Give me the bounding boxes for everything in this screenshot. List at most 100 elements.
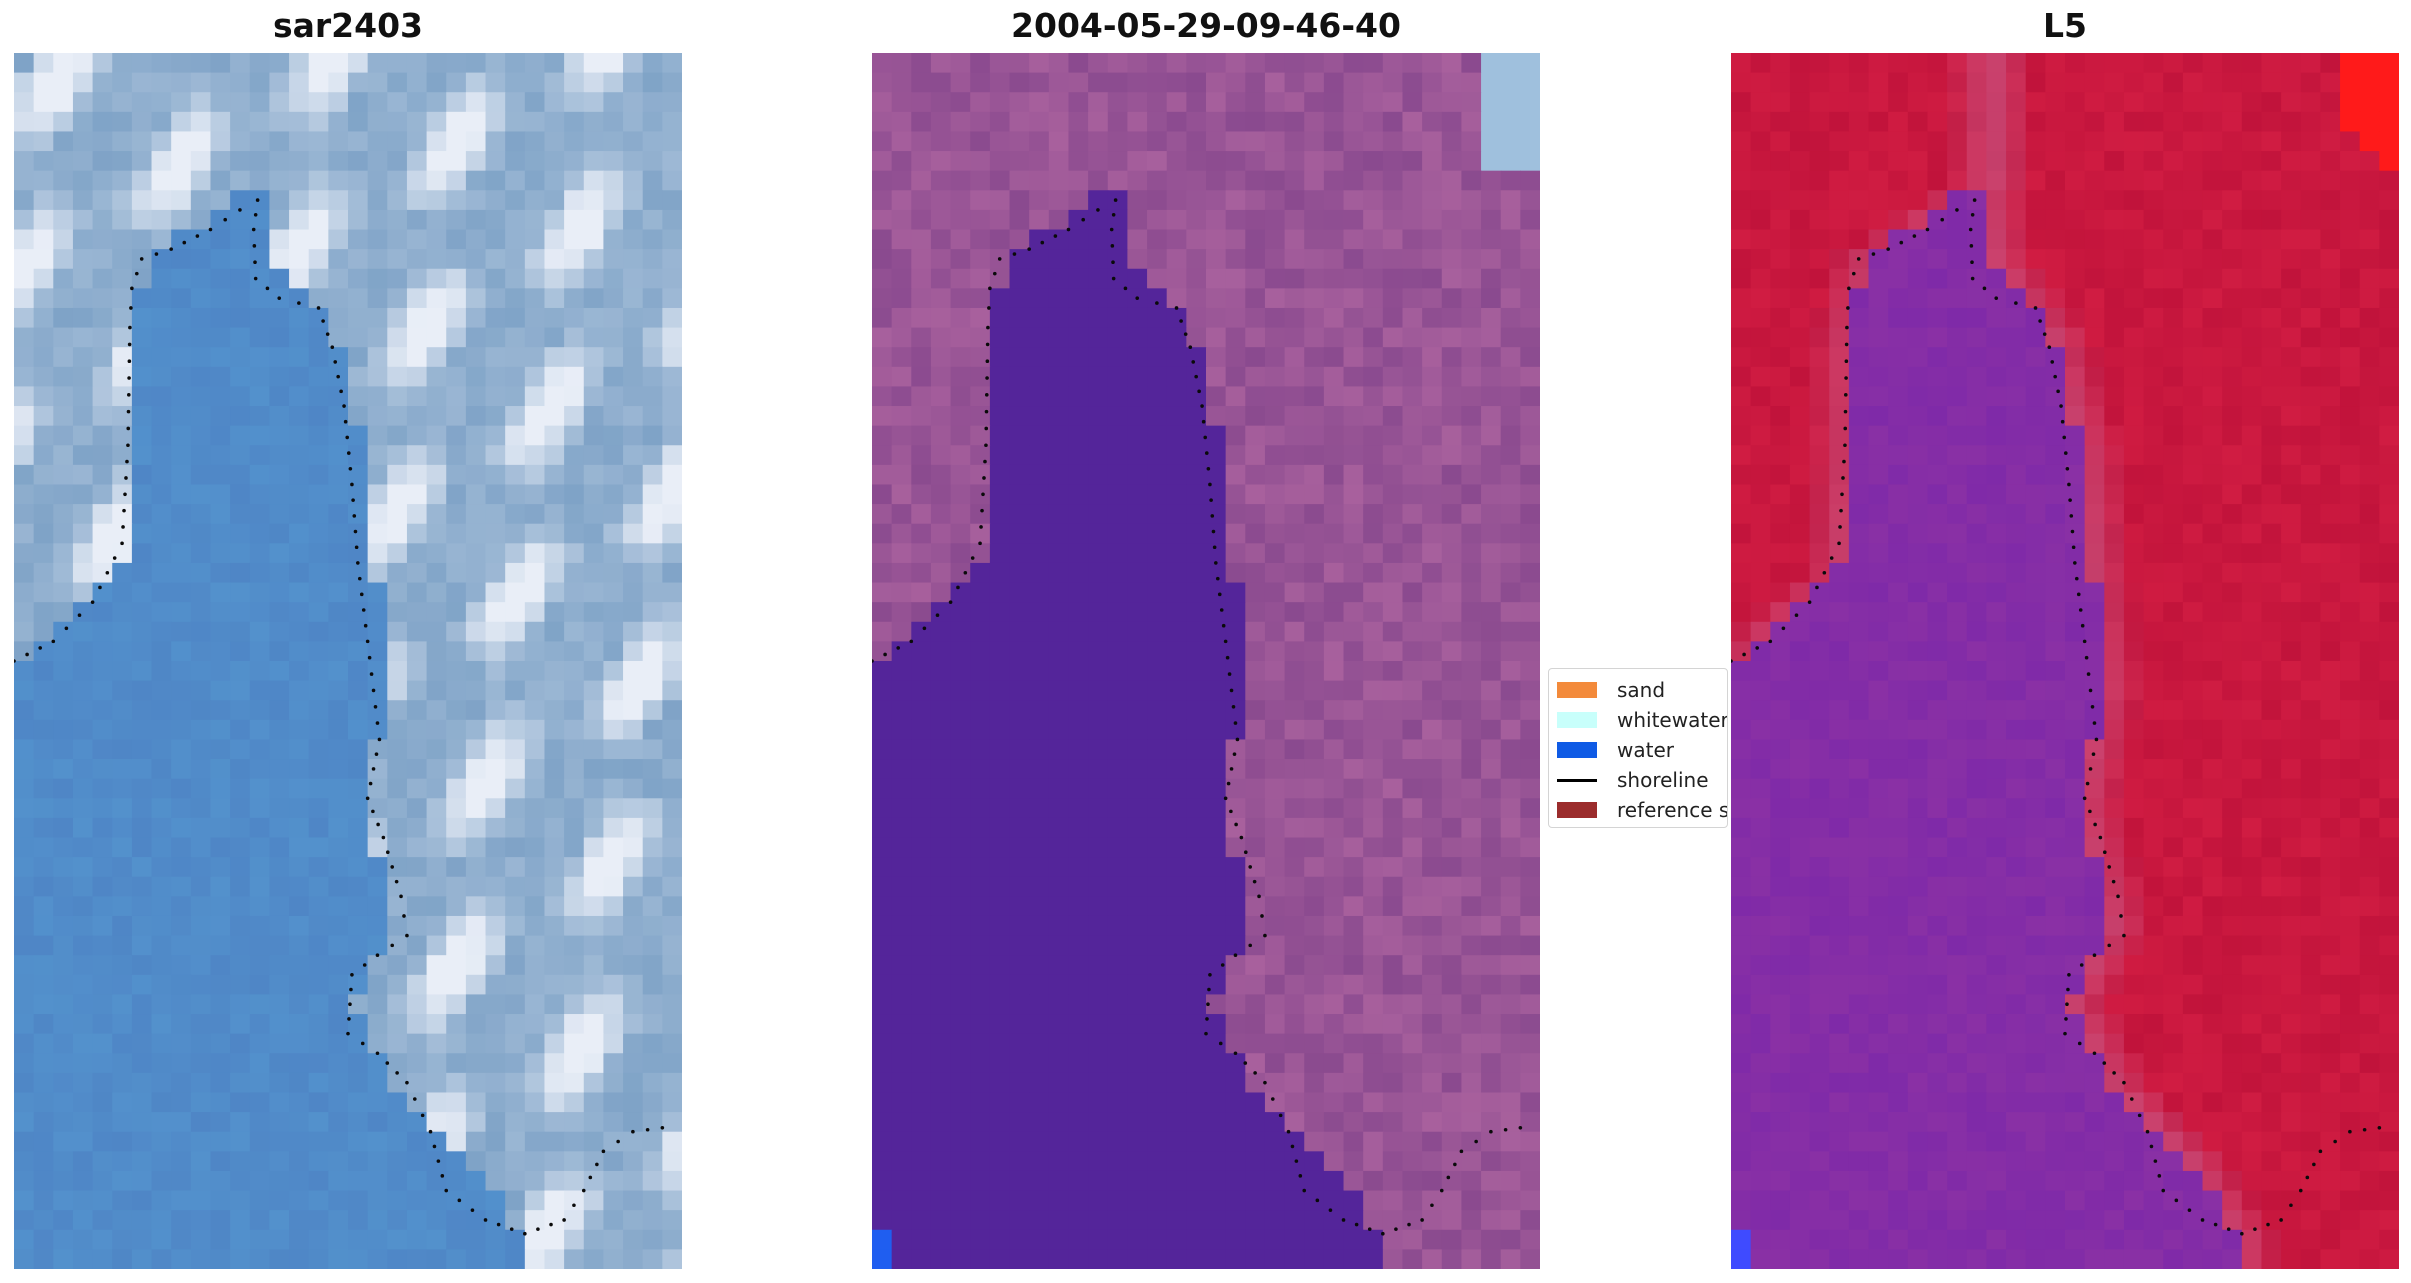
- pixel: [1343, 170, 1364, 191]
- pixel: [2222, 111, 2243, 133]
- pixel: [485, 209, 506, 231]
- pixel: [151, 857, 172, 878]
- shoreline-dot: [1197, 389, 1201, 394]
- pixel: [1186, 876, 1207, 897]
- pixel: [1986, 249, 2007, 270]
- pixel: [328, 504, 349, 525]
- pixel: [230, 974, 251, 996]
- pixel: [1225, 151, 1246, 172]
- pixel: [1461, 151, 1482, 172]
- pixel: [33, 445, 54, 466]
- shoreline-dot: [349, 987, 353, 992]
- pixel: [1520, 1092, 1540, 1113]
- pixel: [1731, 72, 1752, 93]
- pixel: [2340, 190, 2361, 211]
- pixel: [446, 719, 467, 741]
- pixel: [1888, 288, 1909, 309]
- pixel: [171, 1112, 192, 1133]
- pixel: [1323, 739, 1345, 760]
- pixel: [249, 288, 271, 309]
- pixel: [2025, 92, 2046, 113]
- pixel: [1907, 307, 1929, 329]
- pixel: [33, 425, 54, 446]
- pixel: [1402, 1131, 1423, 1152]
- pixel: [1868, 151, 1889, 172]
- pixel: [210, 680, 231, 701]
- pixel: [308, 484, 329, 505]
- pixel: [387, 896, 408, 917]
- pixel: [1441, 1190, 1463, 1211]
- pixel: [1829, 111, 1850, 133]
- pixel: [1088, 1072, 1109, 1094]
- pixel: [989, 190, 1011, 211]
- pixel: [1225, 406, 1246, 427]
- pixel: [1323, 190, 1345, 211]
- pixel: [1382, 641, 1404, 662]
- pixel: [1441, 53, 1463, 74]
- pixel: [662, 1249, 682, 1269]
- pixel: [544, 543, 565, 564]
- pixel: [1264, 504, 1286, 525]
- pixel: [989, 1131, 1011, 1152]
- pixel: [2006, 209, 2027, 231]
- pixel: [1127, 935, 1148, 956]
- pixel: [662, 974, 682, 996]
- pixel: [328, 1131, 349, 1152]
- pixel: [348, 876, 369, 897]
- pixel: [1441, 719, 1463, 741]
- pixel: [2123, 190, 2145, 211]
- pixel: [623, 759, 644, 780]
- pixel: [14, 935, 35, 956]
- pixel: [367, 307, 388, 329]
- pixel: [446, 1229, 467, 1250]
- pixel: [662, 1033, 682, 1054]
- pixel: [1461, 92, 1482, 113]
- pixel: [1323, 347, 1345, 368]
- pixel: [485, 896, 506, 917]
- pixel: [1048, 1092, 1070, 1113]
- pixel: [190, 92, 212, 113]
- pixel: [1009, 464, 1030, 486]
- pixel: [33, 1092, 54, 1113]
- pixel: [1068, 307, 1089, 329]
- pixel: [1029, 739, 1050, 760]
- pixel: [930, 661, 952, 682]
- pixel: [2281, 288, 2302, 309]
- pixel: [1520, 896, 1540, 917]
- pixel: [249, 1072, 271, 1094]
- pixel: [1927, 190, 1948, 211]
- pixel: [505, 151, 526, 172]
- pixel: [151, 543, 172, 564]
- pixel: [2104, 111, 2125, 133]
- pixel: [891, 209, 912, 231]
- pixel: [642, 484, 663, 505]
- pixel: [603, 857, 624, 878]
- pixel: [92, 621, 113, 642]
- pixel: [92, 1072, 113, 1094]
- pixel: [2182, 131, 2204, 152]
- pixel: [446, 288, 467, 309]
- pixel: [269, 896, 290, 917]
- pixel: [872, 837, 893, 858]
- pixel: [1088, 504, 1109, 525]
- pixel: [446, 484, 467, 505]
- pixel: [1441, 131, 1463, 152]
- pixel: [2006, 288, 2027, 309]
- pixel: [623, 1072, 644, 1094]
- pixel: [1048, 92, 1070, 113]
- pixel: [190, 170, 212, 191]
- pixel: [989, 1151, 1011, 1172]
- pixel: [131, 190, 153, 211]
- pixel: [1147, 484, 1168, 505]
- pixel: [33, 53, 54, 74]
- pixel: [485, 288, 506, 309]
- pixel: [544, 1033, 565, 1054]
- pixel: [14, 366, 35, 388]
- pixel: [1264, 327, 1286, 348]
- pixel: [872, 974, 893, 996]
- pixel: [872, 602, 893, 623]
- pixel: [1770, 209, 1791, 231]
- pixel: [1343, 857, 1364, 878]
- pixel: [642, 288, 663, 309]
- pixel: [151, 994, 172, 1015]
